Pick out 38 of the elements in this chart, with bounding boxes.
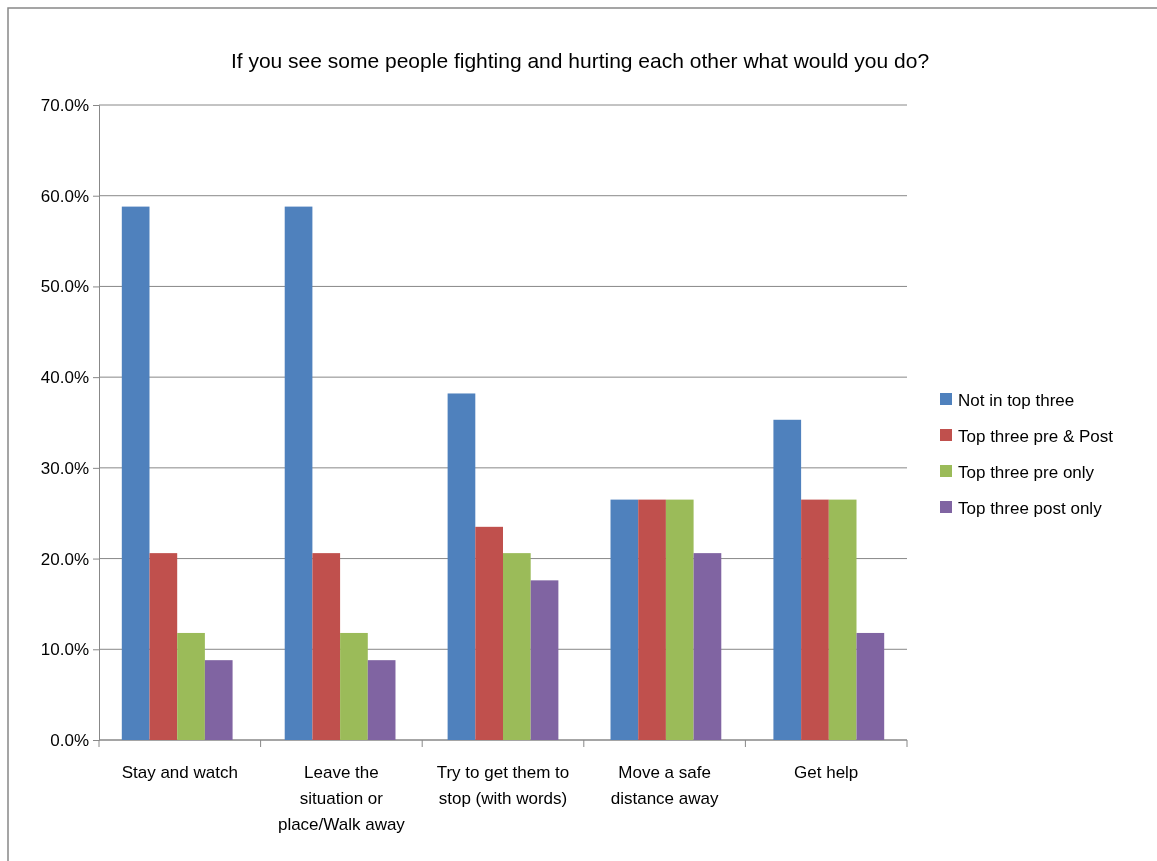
bar: [177, 632, 205, 740]
y-tick-label: 30.0%: [40, 458, 89, 478]
x-tick-label: Leave the situation or place/Walk away: [277, 763, 406, 834]
x-tick-label: Get help: [794, 763, 859, 782]
bar: [503, 553, 531, 740]
bar: [856, 632, 885, 740]
y-tick-label: 0.0%: [50, 730, 89, 750]
bar: [340, 632, 368, 740]
y-tick-label: 70.0%: [40, 95, 89, 115]
bar: [773, 419, 802, 740]
y-tick-label: 40.0%: [40, 368, 89, 388]
y-tick-label: 20.0%: [40, 549, 89, 569]
legend-label: Top three pre & Post: [958, 427, 1114, 446]
bar: [475, 526, 503, 740]
bar: [367, 660, 396, 740]
bar: [447, 393, 476, 740]
bar: [665, 499, 694, 740]
y-tick-label: 10.0%: [40, 640, 89, 660]
bar: [638, 499, 666, 740]
x-tick-label: Move a safe distance away: [610, 763, 719, 808]
legend-label: Top three pre only: [958, 463, 1095, 482]
bar: [312, 553, 341, 740]
x-tick-label: Try to get them to stop (with words): [436, 763, 570, 808]
bar: [204, 660, 233, 740]
legend-label: Top three post only: [958, 499, 1103, 518]
bar: [801, 499, 829, 740]
bar: [610, 499, 639, 740]
y-tick-label: 60.0%: [40, 186, 89, 206]
bar: [149, 553, 178, 740]
legend-label: Not in top three: [958, 391, 1075, 410]
bar: [284, 206, 313, 740]
x-tick-label: Stay and watch: [121, 763, 238, 782]
chart-title: If you see some people fighting and hurting each other what would you do?: [230, 49, 930, 72]
bar: [693, 553, 722, 740]
bar: [121, 206, 150, 740]
bar: [828, 499, 857, 740]
y-tick-label: 50.0%: [40, 277, 89, 297]
bar: [530, 580, 559, 740]
